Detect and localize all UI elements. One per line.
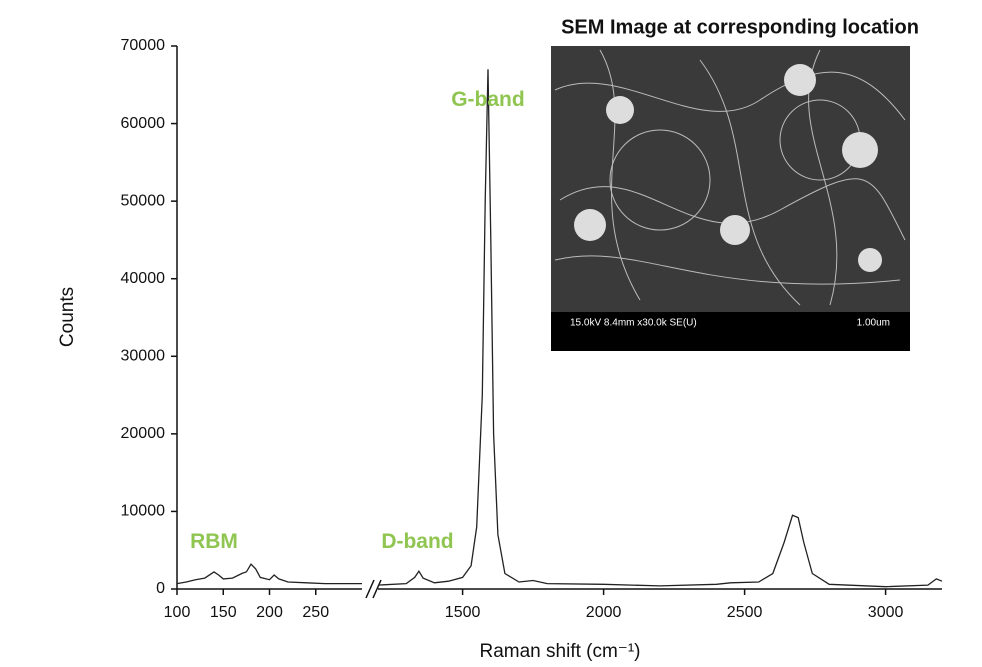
y-tick-label: 50000: [121, 192, 166, 209]
x-axis-label: Raman shift (cm⁻¹): [480, 641, 641, 662]
axis-break: [366, 580, 374, 598]
sem-caption: 15.0kV 8.4mm x30.0k SE(U): [570, 318, 697, 329]
x-tick-label: 250: [302, 604, 329, 621]
x-tick-label: 100: [164, 604, 191, 621]
y-tick-label: 10000: [121, 503, 166, 520]
x-tick-label: 1500: [445, 604, 481, 621]
peak-annotation: RBM: [190, 530, 238, 553]
chart: 15.0kV 8.4mm x30.0k SE(U) 1.00um SEM Ima…: [0, 0, 982, 667]
x-tick-label: 2000: [586, 604, 622, 621]
x-tick-label: 200: [256, 604, 283, 621]
spectrum-line: [177, 564, 362, 583]
x-tick-label: 3000: [868, 604, 904, 621]
peak-annotation: G-band: [451, 88, 525, 111]
y-axis-label: Counts: [57, 287, 78, 347]
inset-title: SEM Image at corresponding location: [561, 16, 919, 38]
y-tick-label: 0: [156, 580, 165, 597]
sem-scale: 1.00um: [857, 318, 890, 329]
x-tick-label: 150: [210, 604, 237, 621]
y-tick-label: 30000: [121, 348, 166, 365]
peak-annotation: D-band: [381, 530, 453, 553]
y-tick-label: 60000: [121, 115, 166, 132]
y-tick-label: 20000: [121, 425, 166, 442]
x-tick-label: 2500: [727, 604, 763, 621]
y-tick-label: 40000: [121, 270, 166, 287]
y-tick-label: 70000: [121, 37, 166, 54]
